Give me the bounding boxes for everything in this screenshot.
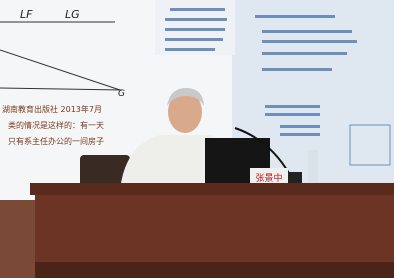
- text-line: [262, 30, 352, 33]
- nameplate-text: 张景中: [255, 172, 282, 184]
- slide-text: 只有系主任办公的一间房子: [8, 136, 104, 146]
- text-line: [280, 133, 320, 136]
- text-line: [165, 18, 227, 21]
- slide-label: LF: [20, 8, 33, 21]
- slide-text: 类的情况是这样的：有一天: [8, 120, 104, 130]
- photo: LF LG G 湖南教育出版社 2013年7月 类的情况是这样的：有一天 只有系…: [0, 0, 394, 278]
- text-line: [262, 52, 347, 55]
- text-line: [255, 15, 335, 18]
- text-line: [165, 48, 215, 51]
- text-line: [265, 105, 320, 108]
- page: LF LG G 湖南教育出版社 2013年7月 类的情况是这样的：有一天 只有系…: [0, 0, 394, 278]
- text-line: [165, 38, 223, 41]
- text-line: [265, 113, 320, 116]
- bottle: [308, 150, 318, 185]
- desk-base: [35, 262, 394, 278]
- text-line: [262, 68, 332, 71]
- desk-top: [30, 183, 394, 195]
- text-line: [280, 125, 320, 128]
- slide-text: 湖南教育出版社 2013年7月: [2, 104, 102, 114]
- slide-label: G: [118, 89, 125, 99]
- slide-label: LG: [65, 8, 80, 21]
- text-line: [262, 40, 357, 43]
- text-line: [165, 28, 225, 31]
- desk-front: [35, 195, 394, 270]
- text-line: [170, 8, 225, 11]
